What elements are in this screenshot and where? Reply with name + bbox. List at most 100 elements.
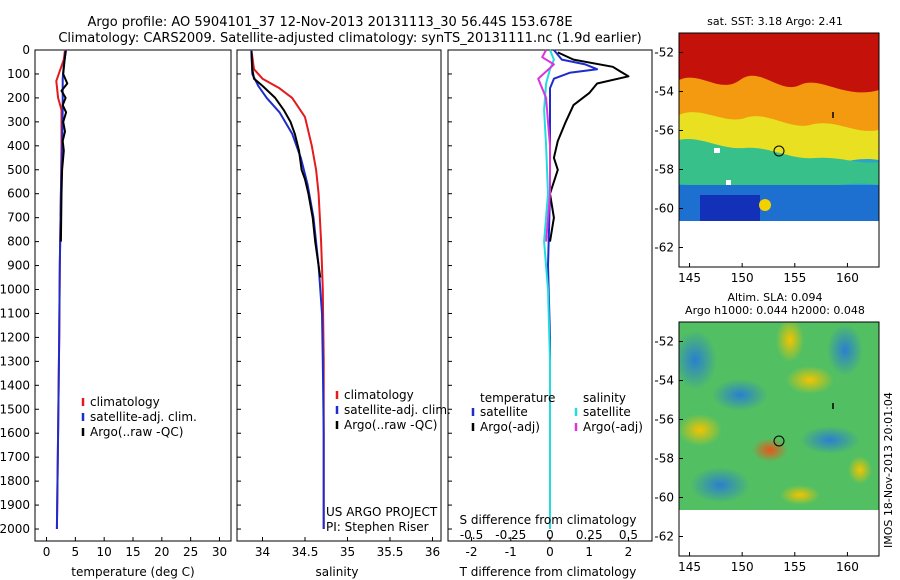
sla-map-title-2: Argo h1000: 0.044 h2000: 0.048 [685, 304, 865, 317]
legend-argo: Argo(..raw -QC) [344, 418, 437, 432]
map-y-tick-label: -60 [654, 491, 674, 505]
y-tick-label: 200 [7, 91, 30, 105]
sla-high [776, 322, 804, 362]
x-tick-label: 20 [154, 545, 169, 559]
sst-no-data [679, 221, 879, 267]
series-line-argo-raw-qc- [59, 51, 69, 242]
y-tick-label: 100 [7, 67, 30, 81]
series-line-satellite [547, 49, 599, 529]
y-tick-label: 1500 [0, 402, 30, 416]
sla-low [690, 467, 750, 503]
y-tick-label: 1400 [0, 378, 30, 392]
map-y-tick-label: -62 [654, 241, 674, 255]
sla-map-image [679, 322, 879, 510]
legend-salinity-heading: salinity [583, 391, 626, 405]
salinity-series-group [250, 49, 325, 529]
sst-cloud-mask [726, 180, 731, 185]
project-annotation: US ARGO PROJECT [326, 505, 438, 519]
sst-map-title: sat. SST: 3.18 Argo: 2.41 [707, 15, 843, 28]
sst-argo-marker [773, 145, 785, 157]
legend-t-argo: Argo(-adj) [480, 420, 540, 434]
top-tick-label: 0 [546, 528, 554, 542]
y-tick-label: 600 [7, 187, 30, 201]
map-y-tick-label: -62 [654, 530, 674, 544]
series-line-climatology [250, 49, 325, 529]
map-x-tick-label: 145 [678, 271, 701, 285]
x-tick-label: 25 [183, 545, 198, 559]
top-tick-label: 0.25 [576, 528, 603, 542]
y-tick-label: 1100 [0, 306, 30, 320]
sla-low [712, 379, 768, 411]
sla-map-title-1: Altim. SLA: 0.094 [727, 291, 822, 304]
legend-s-argo: Argo(-adj) [583, 420, 643, 434]
header-line-1: Argo profile: AO 5904101_37 12-Nov-2013 … [87, 15, 572, 30]
salinity-axes-frame [236, 49, 442, 542]
y-tick-label: 900 [7, 259, 30, 273]
y-tick-label: 1000 [0, 283, 30, 297]
map-y-tick-label: -54 [654, 85, 674, 99]
difference-xlabel: T difference from climatology [459, 565, 637, 579]
sla-high [780, 485, 820, 505]
x-tick-label: 10 [97, 545, 112, 559]
y-tick-label: 800 [7, 235, 30, 249]
map-x-tick-label: 155 [783, 560, 806, 574]
map-x-tick-label: 150 [731, 271, 754, 285]
temperature-axis-ticks: 0 5 10 15 20 25 300100200300400500600700800900… [0, 43, 227, 559]
temperature-xlabel: temperature (deg C) [71, 565, 194, 579]
x-tick-label: 0 [43, 545, 51, 559]
y-tick-label: 1600 [0, 426, 30, 440]
y-tick-label: 300 [7, 115, 30, 129]
map-y-tick-label: -56 [654, 124, 674, 138]
legend-satellite: satellite-adj. clim. [90, 410, 197, 424]
sla-high [786, 366, 834, 394]
y-tick-label: 1900 [0, 498, 30, 512]
map-y-tick-label: -58 [654, 452, 674, 466]
legend-t-satellite: satellite [480, 405, 528, 419]
map-x-tick-label: 145 [678, 560, 701, 574]
y-tick-label: 1200 [0, 330, 30, 344]
sla-low [827, 324, 863, 376]
salinity-legend: climatology satellite-adj. clim. Argo(..… [335, 388, 451, 432]
sst-cold-patch [700, 195, 760, 221]
sst-front-green [679, 138, 879, 188]
header-line-2: Climatology: CARS2009. Satellite-adjuste… [58, 31, 641, 46]
x-tick-label: 5 [72, 545, 80, 559]
difference-legend: temperature satellite Argo(-adj) salinit… [471, 391, 643, 434]
sst-map-frame [678, 32, 880, 268]
difference-series-group [537, 49, 630, 529]
map-x-tick-label: 150 [731, 560, 754, 574]
sla-no-data [679, 510, 879, 556]
y-tick-label: 1800 [0, 474, 30, 488]
top-tick-label: -0.5 [460, 528, 483, 542]
difference-axis-ticks: -2 -1 0 1 2 -0.5 -0.25 0 0.25 0.5 [448, 49, 638, 559]
map-x-tick-label: 160 [836, 560, 859, 574]
sla-argo-marker [773, 435, 785, 447]
sst-map: sat. SST: 3.18 Argo: 2.41 145 150 155 160 -5… [654, 15, 880, 286]
series-line-argo-raw-qc- [250, 51, 322, 278]
sst-cloud-mask [714, 148, 720, 153]
y-tick-label: 0 [22, 43, 30, 57]
y-tick-label: 2000 [0, 522, 30, 536]
x-tick-label: 2 [625, 545, 633, 559]
temperature-series-group [55, 49, 69, 530]
sla-map-ticks: 145 150 155 160 -52 -54 -56 -58 -60 -62 [654, 335, 858, 575]
imos-timestamp: IMOS 18-Nov-2013 20:01:04 [882, 392, 895, 548]
y-tick-label: 1300 [0, 354, 30, 368]
legend-temperature-heading: temperature [480, 391, 555, 405]
map-y-tick-label: -58 [654, 163, 674, 177]
x-tick-label: 30 [212, 545, 227, 559]
legend-satellite: satellite-adj. clim. [344, 403, 451, 417]
x-tick-label: 36 [425, 545, 440, 559]
temperature-panel: 0 5 10 15 20 25 300100200300400500600700800900… [0, 43, 232, 579]
sst-map-ticks: 145 150 155 160 -52 -54 -56 -58 -60 -62 [654, 46, 858, 286]
map-y-tick-label: -54 [654, 374, 674, 388]
difference-top-label: S difference from climatology [460, 513, 637, 527]
map-x-tick-label: 155 [783, 271, 806, 285]
sla-high [848, 456, 872, 484]
x-tick-label: -2 [466, 545, 478, 559]
temperature-legend: climatology satellite-adj. clim. Argo(..… [81, 395, 197, 439]
sla-high [679, 414, 722, 446]
sst-warm-spot [759, 199, 771, 211]
legend-climatology: climatology [344, 388, 414, 402]
y-tick-label: 700 [7, 211, 30, 225]
